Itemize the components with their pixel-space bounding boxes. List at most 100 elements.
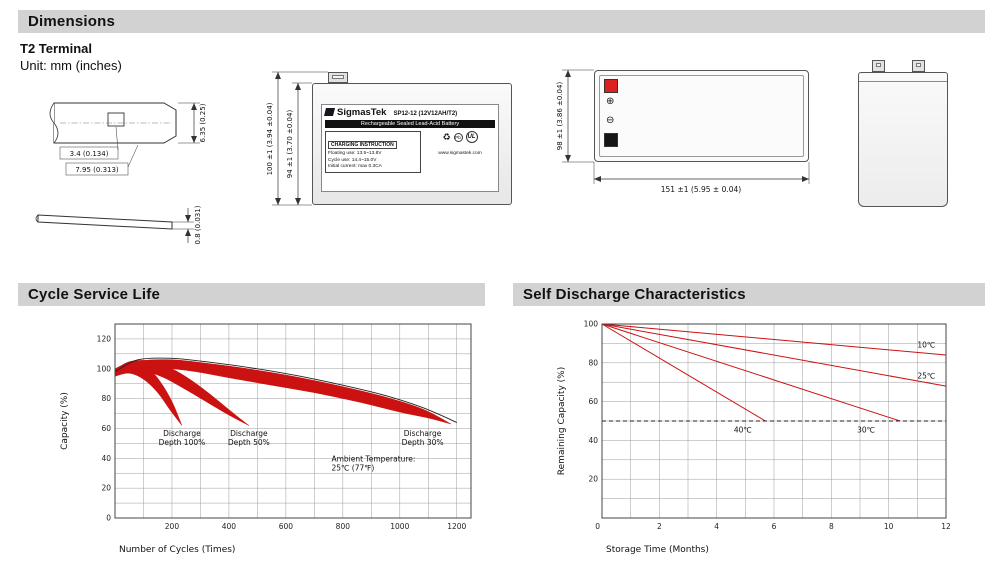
recycle-icon: ♻ (442, 132, 451, 142)
line-30℃ (601, 323, 901, 422)
section-title: Cycle Service Life (28, 286, 161, 303)
brand-row: SigmasTek SP12-12 (12V12AH/T2) (324, 107, 495, 118)
svg-text:Depth 30%: Depth 30% (402, 438, 444, 447)
line-trend (114, 357, 457, 423)
dim-callout-box (59, 146, 119, 160)
top-view-dimension-lines: 98 ±1 (3.86 ±0.04) 151 ±1 (5.95 ± 0.04) (556, 69, 810, 194)
terminal-slot (107, 112, 125, 127)
section-header-self-discharge: Self Discharge Characteristics (513, 283, 985, 306)
cycle-service-life-chart: 200 400 600 800 1000 1200 0 20 40 60 80 100 120 Disch… (60, 323, 472, 555)
svg-text:10℃: 10℃ (917, 340, 935, 349)
terminal-detail-drawing: 6.35 (0.25) 3.4 (0.134) 7.95 (0.313) 0.8… (35, 102, 207, 244)
svg-text:200: 200 (165, 522, 180, 531)
dim-tab-height: 6.35 (0.25) (199, 103, 207, 142)
band-Discharge Depth 30% (114, 359, 452, 425)
terminal-strip-outline (37, 214, 173, 230)
dim-top-width: 151 ±1 (5.95 ± 0.04) (661, 185, 742, 194)
svg-text:60: 60 (101, 424, 111, 433)
svg-text:80: 80 (101, 394, 111, 403)
positive-terminal (604, 79, 618, 93)
svg-text:Depth 100%: Depth 100% (159, 438, 206, 447)
top-view-inner-edge (599, 75, 804, 157)
svg-text:8: 8 (829, 522, 834, 531)
battery-front-view: 100 ±1 (3.94 ±0.04) 94 ±1 (3.70 ±0.04) S… (262, 56, 524, 231)
side-terminal-tab (872, 60, 885, 72)
section-title: Dimensions (28, 13, 116, 30)
svg-text:Depth 50%: Depth 50% (228, 438, 270, 447)
dim-tab-width: 7.95 (0.313) (75, 166, 119, 174)
dim-top-height: 98 ±1 (3.86 ±0.04) (556, 82, 564, 151)
website-text: www.sigmastek.com (438, 151, 482, 156)
ul-icon: UL (465, 131, 478, 143)
negative-symbol: ⊖ (606, 115, 615, 126)
battery-top-view: 98 ±1 (3.86 ±0.04) 151 ±1 (5.95 ± 0.04) … (550, 58, 855, 198)
svg-text:40: 40 (588, 436, 598, 445)
svg-text:Discharge: Discharge (163, 429, 201, 438)
dim-thickness: 0.8 (0.031) (194, 205, 202, 244)
line-40℃ (601, 323, 766, 422)
dim-total-height: 100 ±1 (3.94 ±0.04) (266, 102, 274, 175)
svg-text:0: 0 (595, 522, 600, 531)
svg-text:25℃ (77℉): 25℃ (77℉) (331, 463, 374, 472)
battery-case-front: SigmasTek SP12-12 (12V12AH/T2) Rechargea… (312, 83, 512, 205)
svg-text:100: 100 (97, 364, 112, 373)
svg-text:80: 80 (588, 358, 598, 367)
svg-text:25℃: 25℃ (917, 371, 935, 380)
dim-slot: 3.4 (0.134) (70, 150, 109, 158)
dim-callout-box (65, 162, 129, 176)
charging-line: Cycle use: 14.4~15.0V (328, 157, 377, 163)
svg-text:Discharge: Discharge (230, 429, 268, 438)
model-text: SP12-12 (12V12AH/T2) (393, 111, 458, 117)
svg-text:Discharge: Discharge (404, 429, 442, 438)
positive-symbol: ⊕ (606, 96, 615, 107)
label-icons: ♻ Pb UL (442, 131, 478, 143)
break-line (35, 214, 39, 223)
side-view-case (858, 72, 948, 207)
battery-side-view (846, 54, 966, 214)
self-discharge-chart: 2 4 6 8 10 12 20 40 60 80 100 0 10℃ 25℃ 30℃ 40℃ Storage … (557, 320, 951, 556)
charging-line: Initial current: max 0.3CA (328, 164, 382, 170)
svg-text:1000: 1000 (390, 522, 409, 531)
section-title: Self Discharge Characteristics (523, 286, 746, 303)
svg-text:20: 20 (101, 484, 111, 493)
svg-text:4: 4 (714, 522, 719, 531)
section-header-cycle-service-life: Cycle Service Life (18, 283, 485, 306)
pb-icon: Pb (453, 132, 463, 142)
svg-text:40℃: 40℃ (734, 426, 752, 435)
svg-text:Ambient Temperature:: Ambient Temperature: (331, 454, 415, 463)
y-axis-label: Remaining Capacity (%) (557, 367, 567, 475)
svg-text:120: 120 (97, 334, 112, 343)
front-terminal-tab (328, 72, 348, 83)
x-axis-label: Storage Time (Months) (606, 545, 709, 555)
brand-name: SigmasTek (337, 107, 387, 118)
svg-text:20: 20 (588, 475, 598, 484)
side-terminal-tab (912, 60, 925, 72)
svg-text:60: 60 (588, 397, 598, 406)
line-10℃ (601, 323, 947, 356)
label-body-row: CHARGING INSTRUCTION Floating use: 13.5~… (325, 131, 495, 174)
svg-text:12: 12 (941, 522, 951, 531)
svg-text:10: 10 (884, 522, 894, 531)
x-axis-label: Number of Cycles (Times) (119, 545, 235, 555)
svg-text:800: 800 (336, 522, 351, 531)
unit-note: Unit: mm (inches) (20, 58, 122, 73)
svg-text:2: 2 (657, 522, 662, 531)
svg-text:600: 600 (279, 522, 294, 531)
dim-case-height: 94 ±1 (3.70 ±0.04) (286, 110, 294, 179)
svg-text:30℃: 30℃ (857, 426, 875, 435)
svg-text:400: 400 (222, 522, 237, 531)
line-25℃ (601, 323, 947, 387)
charging-instruction-box: CHARGING INSTRUCTION Floating use: 13.5~… (325, 131, 421, 174)
case-seam-line (859, 81, 947, 82)
svg-text:6: 6 (772, 522, 777, 531)
charging-line: Floating use: 13.5~13.8V (328, 151, 382, 156)
tab-slot (916, 63, 921, 67)
svg-text:1200: 1200 (447, 522, 466, 531)
terminal-type-subtitle: T2 Terminal (20, 41, 93, 56)
battery-label: SigmasTek SP12-12 (12V12AH/T2) Rechargea… (321, 104, 499, 192)
tab-slot (876, 63, 881, 67)
top-view-case: ⊕ ⊖ (594, 70, 809, 162)
negative-terminal (604, 133, 618, 147)
section-header-dimensions: Dimensions (18, 10, 985, 33)
